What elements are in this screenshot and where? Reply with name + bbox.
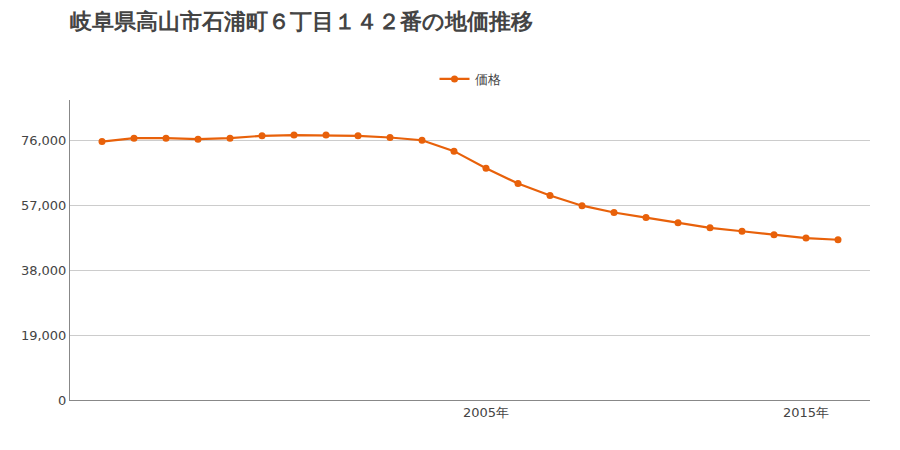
svg-text:19,000: 19,000 bbox=[21, 328, 67, 343]
svg-text:57,000: 57,000 bbox=[21, 198, 67, 213]
svg-text:2005年: 2005年 bbox=[463, 405, 509, 420]
svg-text:38,000: 38,000 bbox=[21, 263, 67, 278]
svg-text:岐阜県高山市石浦町６丁目１４２番の地価推移: 岐阜県高山市石浦町６丁目１４２番の地価推移 bbox=[70, 9, 533, 34]
svg-text:価格: 価格 bbox=[475, 72, 501, 87]
svg-text:76,000: 76,000 bbox=[21, 133, 67, 148]
svg-text:2015年: 2015年 bbox=[783, 405, 829, 420]
svg-text:0: 0 bbox=[58, 393, 66, 408]
